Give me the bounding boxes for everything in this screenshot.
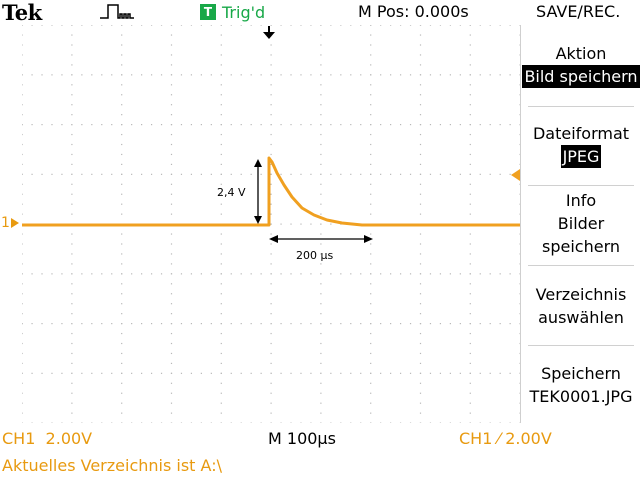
status-message: Aktuelles Verzeichnis ist A:\	[2, 456, 222, 475]
side-button-save-line: Speichern	[541, 364, 621, 383]
menu-divider	[528, 106, 634, 107]
side-button-select-folder[interactable]: Verzeichnis auswählen	[522, 283, 640, 329]
duration-label: 200 µs	[296, 249, 333, 262]
amplitude-label: 2,4 V	[217, 186, 246, 199]
menu-divider	[528, 185, 634, 186]
channel-scale: CH1 2.00V	[2, 429, 93, 448]
waveform-trace	[22, 156, 520, 227]
side-button-info-line: Bilder	[557, 214, 605, 233]
trigger-position-icon	[263, 26, 275, 39]
trigger-badge: T	[200, 4, 216, 20]
duration-arrow	[269, 235, 373, 243]
side-button-action-title: Aktion	[555, 44, 607, 63]
amplitude-arrow	[254, 159, 262, 224]
side-button-info[interactable]: Info Bilder speichern	[522, 189, 640, 258]
side-button-action[interactable]: Aktion Bild speichern	[522, 42, 640, 88]
trigger-status: T Trig'd	[200, 2, 265, 22]
side-button-file-format[interactable]: Dateiformat JPEG	[522, 122, 640, 168]
side-button-file-format-title: Dateiformat	[532, 124, 630, 143]
menu-divider	[528, 265, 634, 266]
side-button-action-value: Bild speichern	[522, 65, 640, 88]
side-button-select-folder-line: auswählen	[538, 308, 624, 327]
arrow-right-icon	[10, 218, 19, 228]
trigger-setting: CH1 ⁄ 2.00V	[459, 429, 552, 448]
trigger-level-icon	[511, 169, 520, 181]
side-button-save-line: TEK0001.JPG	[529, 387, 633, 406]
side-button-file-format-value: JPEG	[560, 145, 602, 168]
channel-1-marker-label: 1	[1, 215, 10, 231]
side-button-save[interactable]: Speichern TEK0001.JPG	[522, 362, 640, 408]
menu-title: SAVE/REC.	[536, 2, 621, 21]
waveform-display: 2,4 V 200 µs	[22, 25, 521, 423]
horizontal-position: M Pos: 0.000s	[358, 2, 469, 21]
graticule: 2,4 V 200 µs	[22, 25, 520, 423]
trigger-status-text: Trig'd	[222, 2, 266, 22]
menu-divider	[528, 345, 634, 346]
acquire-mode-icon	[100, 4, 134, 19]
side-button-select-folder-line: Verzeichnis	[535, 285, 627, 304]
brand-logo: Tek	[2, 0, 42, 25]
channel-1-marker: 1	[1, 215, 20, 231]
side-button-info-line: Info	[565, 191, 597, 210]
timebase: M 100µs	[268, 429, 336, 448]
side-button-info-line: speichern	[542, 237, 620, 256]
